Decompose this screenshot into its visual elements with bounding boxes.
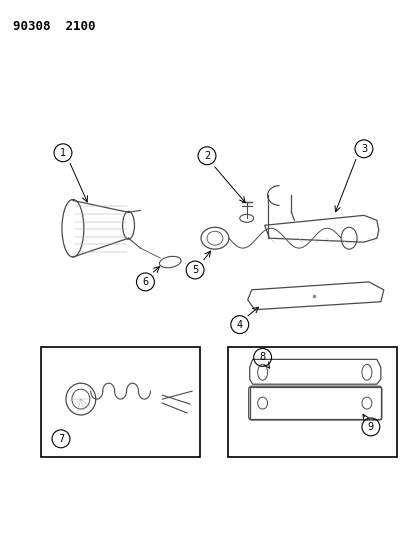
Text: 9: 9	[367, 422, 373, 432]
Bar	[41, 348, 199, 457]
Text: 4: 4	[236, 320, 242, 329]
Text: 8: 8	[259, 352, 265, 362]
Text: 2: 2	[203, 151, 210, 161]
Text: 1: 1	[60, 148, 66, 158]
Text: 90308  2100: 90308 2100	[13, 20, 95, 33]
Bar	[227, 348, 396, 457]
Text: 7: 7	[58, 434, 64, 444]
Text: 5: 5	[192, 265, 198, 275]
Text: 3: 3	[360, 144, 366, 154]
Text: 6: 6	[142, 277, 148, 287]
